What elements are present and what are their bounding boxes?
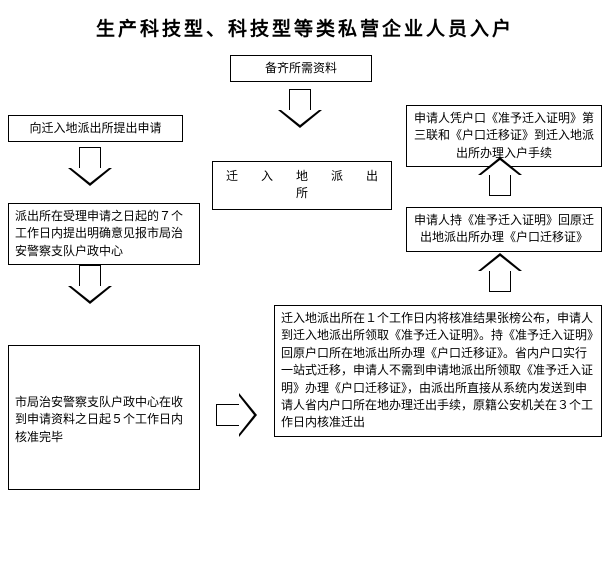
flowchart: 备齐所需资料 向迁入地派出所提出申请 申请人凭户口《准予迁入证明》第三联和《户口…: [8, 55, 602, 555]
arrow-finish5-to-publish: [216, 393, 257, 437]
node-station: 迁 入 地 派 出 所: [212, 161, 392, 210]
node-finish5: 市局治安警察支队户政中心在收到申请资料之日起５个工作日内核准完毕: [8, 345, 200, 490]
arrow-prepare-to-station: [278, 89, 322, 128]
node-apply: 向迁入地派出所提出申请: [8, 115, 183, 142]
arrow-apply-to-review7: [68, 147, 112, 186]
page-title: 生产科技型、科技型等类私营企业人员入户: [8, 14, 602, 41]
node-prepare: 备齐所需资料: [230, 55, 372, 82]
arrow-review7-to-finish5: [68, 265, 112, 304]
node-review7: 派出所在受理申请之日起的７个工作日内提出明确意见报市局治安警察支队户政中心: [8, 203, 200, 265]
node-return: 申请人持《准予迁入证明》回原迁出地派出所办理《户口迁移证》: [406, 207, 602, 252]
arrow-return-to-final: [478, 157, 522, 196]
arrow-publish-to-return: [478, 253, 522, 292]
node-publish: 迁入地派出所在１个工作日内将核准结果张榜公布，申请人到迁入地派出所领取《准予迁入…: [274, 305, 602, 437]
